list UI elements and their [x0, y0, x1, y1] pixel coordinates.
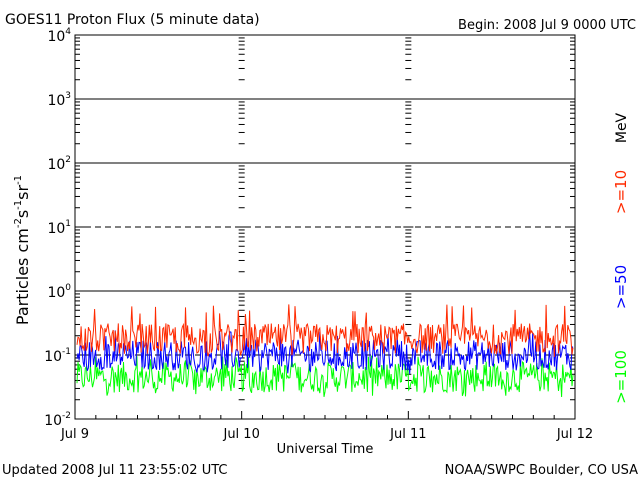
- begin-time: Begin: 2008 Jul 9 0000 UTC: [458, 18, 636, 33]
- x-tick-label: Jul 12: [556, 427, 593, 442]
- x-tick-label: Jul 9: [60, 427, 89, 442]
- y-tick-label: 100: [47, 283, 71, 301]
- y-tick-label: 102: [47, 155, 71, 173]
- y-tick-label: 104: [47, 27, 71, 45]
- y-axis-ticks: 10-2 10-1 100 101 102 103 104: [44, 27, 575, 429]
- x-tick-label: Jul 10: [222, 427, 259, 442]
- series-layer: [76, 304, 574, 398]
- updated-time: Updated 2008 Jul 11 23:55:02 UTC: [2, 463, 227, 478]
- energy-unit-label: MeV: [614, 112, 630, 143]
- source-credit: NOAA/SWPC Boulder, CO USA: [445, 463, 638, 478]
- x-tick-label: Jul 11: [389, 427, 426, 442]
- y-tick-label: 10-2: [44, 411, 71, 429]
- y-tick-label: 10-1: [44, 347, 71, 365]
- series-line: [76, 304, 574, 357]
- legend-entry: >=10: [612, 170, 630, 214]
- x-axis-ticks: Jul 9 Jul 10 Jul 11 Jul 12: [60, 411, 593, 442]
- legend-entry: >=100: [612, 350, 630, 404]
- chart-title: GOES11 Proton Flux (5 minute data): [5, 12, 260, 28]
- x-axis-label: Universal Time: [277, 442, 374, 457]
- y-axis-label: Particles cm-2s-1sr-1: [13, 175, 32, 325]
- legend: >=10 >=50 >=100: [612, 170, 630, 404]
- series-line: [76, 355, 574, 398]
- legend-entry: >=50: [612, 265, 630, 309]
- y-tick-label: 101: [47, 219, 71, 237]
- y-tick-label: 103: [47, 91, 71, 109]
